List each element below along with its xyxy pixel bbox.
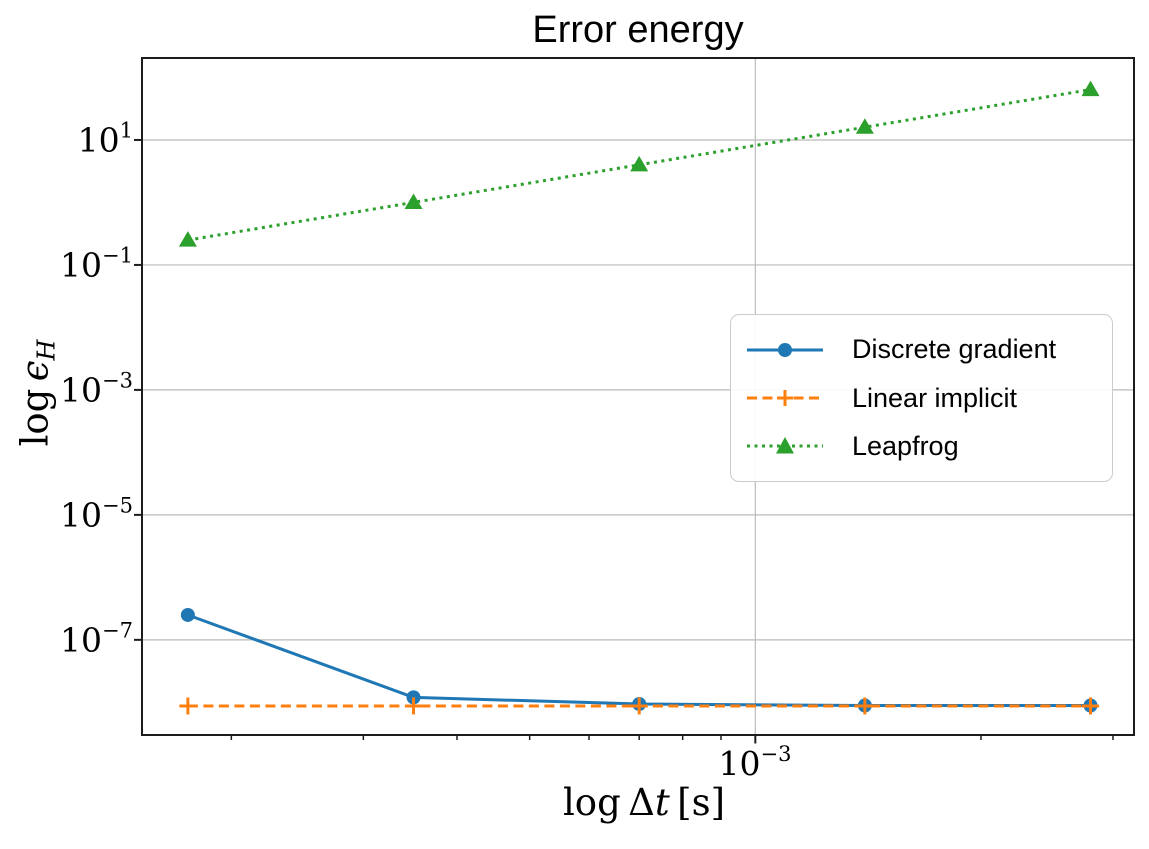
circle-marker: [406, 690, 421, 705]
legend-sample-solid-circle: [747, 342, 823, 357]
legend-sample-dotted-triangle: [747, 437, 823, 454]
legend: Discrete gradient Linear implicit Leapfr…: [730, 314, 1113, 482]
ylabel-subscript: H: [32, 339, 61, 361]
triangle-up-marker: [630, 155, 649, 172]
triangle-up-marker: [178, 231, 197, 247]
legend-item-leapfrog: Leapfrog: [744, 431, 1112, 462]
chart-title: Error energy: [532, 9, 744, 51]
xlabel-log: log: [562, 781, 621, 824]
triangle-up-marker: [855, 118, 874, 134]
x-axis-label: log Δt [s]: [562, 781, 726, 824]
y-tick-label: 10−3: [60, 368, 133, 410]
series-line-discrete-gradient: [187, 613, 1091, 707]
legend-label: Discrete gradient: [852, 334, 1057, 365]
ylabel-variable: ϵ: [13, 360, 57, 382]
xlabel-delta: Δ: [628, 781, 655, 824]
axes-layer: [134, 57, 1135, 744]
axes-spines: [141, 57, 1135, 736]
circle-marker: [180, 607, 195, 622]
legend-item-linear-implicit: Linear implicit: [744, 383, 1112, 414]
legend-label: Leapfrog: [852, 430, 959, 461]
y-tick-label: 10−5: [60, 493, 133, 535]
ylabel-log: log: [13, 388, 57, 447]
x-tick-label: 10−3: [718, 742, 792, 783]
xlabel-variable: t: [654, 781, 670, 824]
triangle-up-marker: [404, 193, 423, 209]
y-axis-label: log ϵH: [13, 340, 61, 447]
series-layer: [178, 80, 1100, 715]
y-tick-label: 10−1: [60, 243, 133, 285]
legend-sample-dashed-plus: [747, 390, 823, 406]
legend-label: Linear implicit: [852, 382, 1018, 413]
triangle-up-marker: [1081, 80, 1100, 97]
xlabel-unit: [s]: [677, 781, 726, 824]
y-tick-label: 101: [77, 118, 133, 160]
legend-item-discrete-gradient: Discrete gradient: [744, 334, 1112, 365]
y-tick-label: 10−7: [60, 618, 133, 660]
